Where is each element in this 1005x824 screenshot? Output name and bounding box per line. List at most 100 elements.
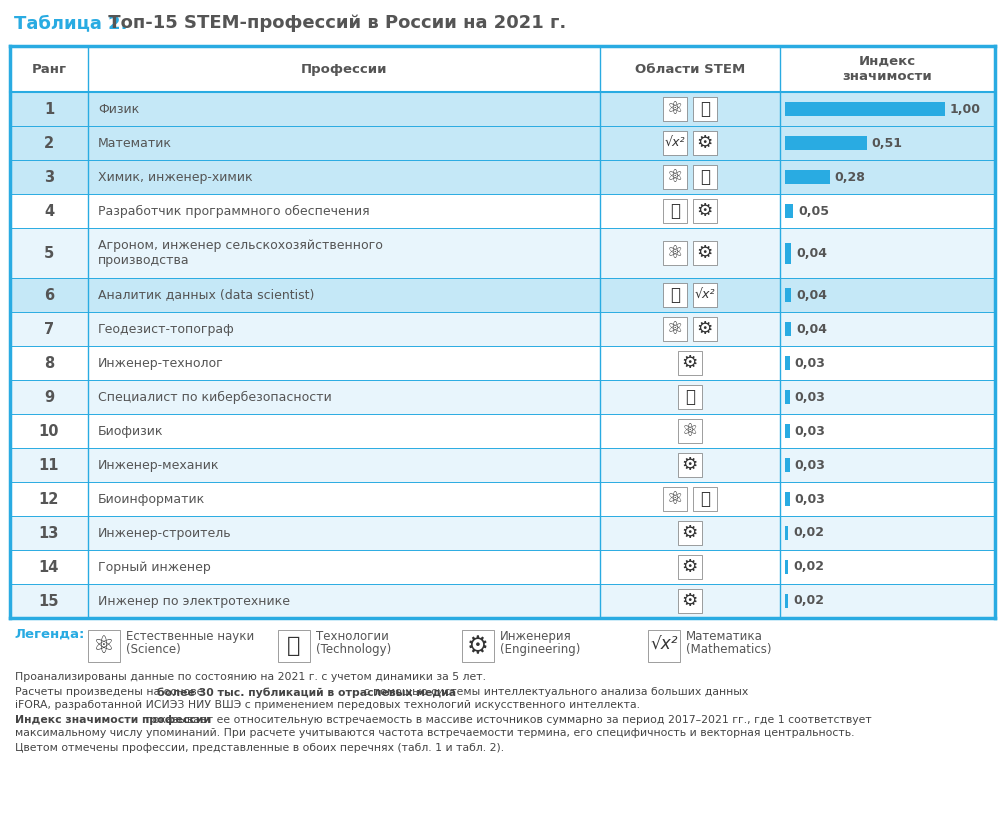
Text: (Mathematics): (Mathematics) xyxy=(686,643,772,656)
Bar xyxy=(648,630,680,662)
Bar xyxy=(785,288,791,302)
Text: 🖥: 🖥 xyxy=(685,388,695,406)
Bar xyxy=(678,351,702,375)
Text: Инженер-технолог: Инженер-технолог xyxy=(98,357,224,369)
Bar xyxy=(10,194,995,228)
Bar xyxy=(785,204,793,218)
Text: 0,05: 0,05 xyxy=(798,204,829,218)
Text: 12: 12 xyxy=(39,491,59,507)
Bar xyxy=(785,424,790,438)
Text: √x²: √x² xyxy=(694,288,716,301)
Text: показывает ее относительную встречаемость в массиве источников суммарно за перио: показывает ее относительную встречаемост… xyxy=(143,715,872,725)
Text: Математик: Математик xyxy=(98,137,172,149)
Bar xyxy=(10,278,995,312)
Text: ⚙: ⚙ xyxy=(681,592,698,610)
Bar xyxy=(693,487,717,511)
Text: Аналитик данных (data scientist): Аналитик данных (data scientist) xyxy=(98,288,315,302)
Text: Геодезист-топограф: Геодезист-топограф xyxy=(98,322,235,335)
Text: iFORA, разработанной ИСИЭЗ НИУ ВШЭ с применением передовых технологий искусствен: iFORA, разработанной ИСИЭЗ НИУ ВШЭ с при… xyxy=(15,700,640,710)
Bar xyxy=(10,228,995,278)
Bar xyxy=(10,312,995,346)
Bar xyxy=(785,102,945,116)
Text: Таблица 2.: Таблица 2. xyxy=(14,14,128,32)
Bar xyxy=(10,46,995,92)
Text: √x²: √x² xyxy=(650,636,677,654)
Text: 14: 14 xyxy=(39,559,59,574)
Bar xyxy=(10,92,995,126)
Bar xyxy=(10,346,995,380)
Text: Инженер-механик: Инженер-механик xyxy=(98,458,219,471)
Bar xyxy=(678,555,702,579)
Text: 13: 13 xyxy=(39,526,59,541)
Text: 0,04: 0,04 xyxy=(796,288,827,302)
Text: 🖥: 🖥 xyxy=(670,202,680,220)
Text: ⚙: ⚙ xyxy=(681,354,698,372)
Text: ⚙: ⚙ xyxy=(681,524,698,542)
Text: 4: 4 xyxy=(44,204,54,218)
Bar xyxy=(785,492,790,506)
Bar xyxy=(678,419,702,443)
Text: 0,02: 0,02 xyxy=(793,527,824,540)
Text: √x²: √x² xyxy=(664,135,685,148)
Text: Биоинформатик: Биоинформатик xyxy=(98,493,205,505)
Bar xyxy=(785,356,790,370)
Bar xyxy=(10,584,995,618)
Text: ⚛: ⚛ xyxy=(666,100,683,118)
Text: 3: 3 xyxy=(44,170,54,185)
Bar xyxy=(663,131,687,155)
Text: (Technology): (Technology) xyxy=(316,643,391,656)
Bar xyxy=(10,448,995,482)
Bar xyxy=(10,414,995,448)
Text: 0,28: 0,28 xyxy=(835,171,865,184)
Text: 9: 9 xyxy=(44,390,54,405)
Text: Инженерия: Инженерия xyxy=(500,630,572,643)
Text: с помощью системы интеллектуального анализа больших данных: с помощью системы интеллектуального анал… xyxy=(360,687,748,697)
Text: 0,04: 0,04 xyxy=(796,246,827,260)
Text: 🖥: 🖥 xyxy=(700,490,710,508)
Text: 8: 8 xyxy=(44,355,54,371)
Text: 0,02: 0,02 xyxy=(793,560,824,574)
Bar xyxy=(785,170,830,184)
Bar xyxy=(785,242,791,264)
Bar xyxy=(785,559,788,574)
Text: ⚙: ⚙ xyxy=(467,634,489,658)
Bar xyxy=(693,131,717,155)
Text: 0,03: 0,03 xyxy=(795,458,826,471)
Bar xyxy=(693,165,717,189)
Bar xyxy=(785,594,788,608)
Bar xyxy=(693,199,717,223)
Text: Математика: Математика xyxy=(686,630,763,643)
Bar xyxy=(693,283,717,307)
Text: 🖥: 🖥 xyxy=(700,168,710,186)
Text: Цветом отмечены профессии, представленные в обоих перечнях (табл. 1 и табл. 2).: Цветом отмечены профессии, представленны… xyxy=(15,743,505,753)
Text: 0,51: 0,51 xyxy=(871,137,902,149)
Text: Области STEM: Области STEM xyxy=(635,63,745,76)
Bar xyxy=(663,317,687,341)
Text: Химик, инженер-химик: Химик, инженер-химик xyxy=(98,171,252,184)
Text: ⚙: ⚙ xyxy=(696,320,714,338)
Text: Инженер по электротехнике: Инженер по электротехнике xyxy=(98,594,290,607)
Text: Проанализированы данные по состоянию на 2021 г. с учетом динамики за 5 лет.: Проанализированы данные по состоянию на … xyxy=(15,672,486,682)
Bar xyxy=(462,630,494,662)
Text: максимальному числу упоминаний. При расчете учитываются частота встречаемости те: максимальному числу упоминаний. При расч… xyxy=(15,728,854,738)
Text: 6: 6 xyxy=(44,288,54,302)
Bar xyxy=(88,630,120,662)
Bar xyxy=(785,322,791,336)
Bar xyxy=(678,589,702,613)
Text: Топ-15 STEM-профессий в России на 2021 г.: Топ-15 STEM-профессий в России на 2021 г… xyxy=(102,14,566,32)
Bar xyxy=(663,241,687,265)
Text: Ранг: Ранг xyxy=(31,63,66,76)
Text: Специалист по кибербезопасности: Специалист по кибербезопасности xyxy=(98,391,332,404)
Text: 11: 11 xyxy=(39,457,59,472)
Text: 5: 5 xyxy=(44,246,54,260)
Text: Естественные науки: Естественные науки xyxy=(126,630,254,643)
Text: 0,04: 0,04 xyxy=(796,322,827,335)
Bar xyxy=(663,283,687,307)
Text: Индекс
значимости: Индекс значимости xyxy=(842,55,933,83)
Bar xyxy=(10,516,995,550)
Bar xyxy=(663,97,687,121)
Bar xyxy=(678,521,702,545)
Text: 1: 1 xyxy=(44,101,54,116)
Bar xyxy=(663,165,687,189)
Text: ⚛: ⚛ xyxy=(666,490,683,508)
